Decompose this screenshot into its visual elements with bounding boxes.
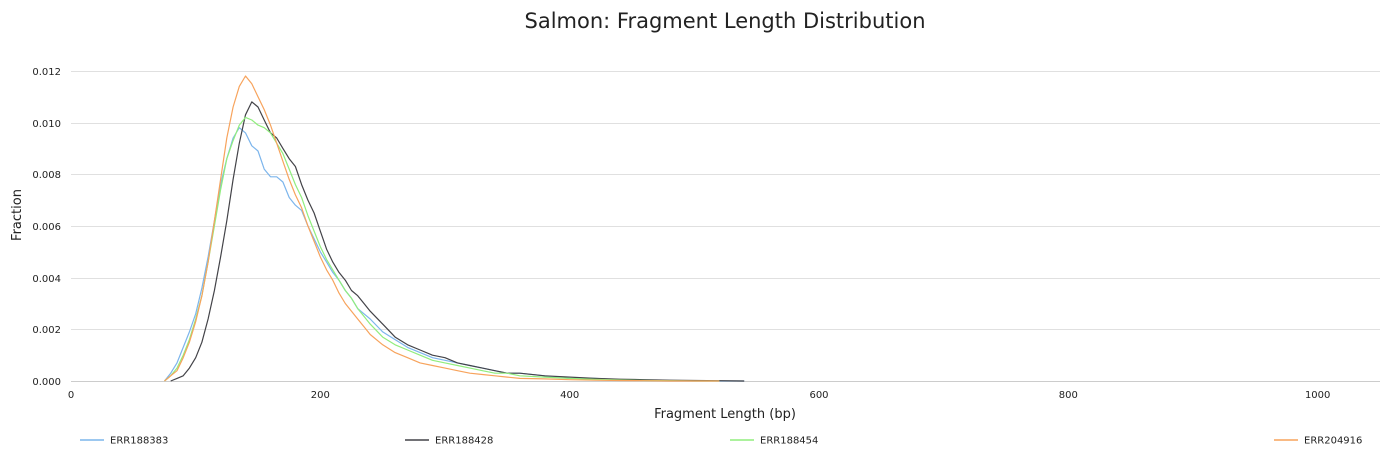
x-tick-label: 400 bbox=[560, 390, 579, 401]
y-tick-label: 0.006 bbox=[32, 222, 61, 233]
y-tick-label: 0.002 bbox=[32, 325, 61, 336]
chart-title: Salmon: Fragment Length Distribution bbox=[525, 9, 926, 33]
x-tick-label: 0 bbox=[68, 390, 74, 401]
x-tick-label: 200 bbox=[311, 390, 330, 401]
series-line-err188454 bbox=[164, 116, 720, 382]
gridlines bbox=[71, 71, 1380, 382]
y-axis-label: Fraction bbox=[10, 189, 25, 241]
legend-label: ERR188454 bbox=[760, 436, 818, 447]
axes: 0.000 0.002 0.004 0.006 0.008 0.010 0.012 0 200 4… bbox=[32, 67, 1330, 401]
legend-label: ERR204916 bbox=[1304, 436, 1362, 447]
series-lines bbox=[164, 75, 745, 382]
series-line-err188383 bbox=[164, 127, 745, 382]
y-tick-label: 0.008 bbox=[32, 170, 61, 181]
legend-label: ERR188428 bbox=[435, 436, 493, 447]
x-tick-label: 600 bbox=[809, 390, 828, 401]
series-line-err188428 bbox=[170, 101, 745, 382]
y-tick-label: 0.012 bbox=[32, 67, 61, 78]
legend-label: ERR188383 bbox=[110, 436, 168, 447]
x-tick-label: 800 bbox=[1059, 390, 1078, 401]
legend-item-err188383[interactable]: ERR188383 bbox=[80, 436, 168, 447]
y-tick-label: 0.010 bbox=[32, 119, 61, 130]
x-tick-label: 1000 bbox=[1305, 390, 1330, 401]
y-tick-label: 0.004 bbox=[32, 274, 61, 285]
legend: ERR188383 ERR188428 ERR188454 ERR204916 bbox=[80, 436, 1362, 447]
legend-item-err188428[interactable]: ERR188428 bbox=[405, 436, 493, 447]
x-axis-label: Fragment Length (bp) bbox=[654, 407, 796, 422]
y-tick-label: 0.000 bbox=[32, 377, 61, 388]
legend-item-err188454[interactable]: ERR188454 bbox=[730, 436, 818, 447]
legend-item-err204916[interactable]: ERR204916 bbox=[1274, 436, 1362, 447]
series-line-err204916 bbox=[164, 75, 720, 382]
